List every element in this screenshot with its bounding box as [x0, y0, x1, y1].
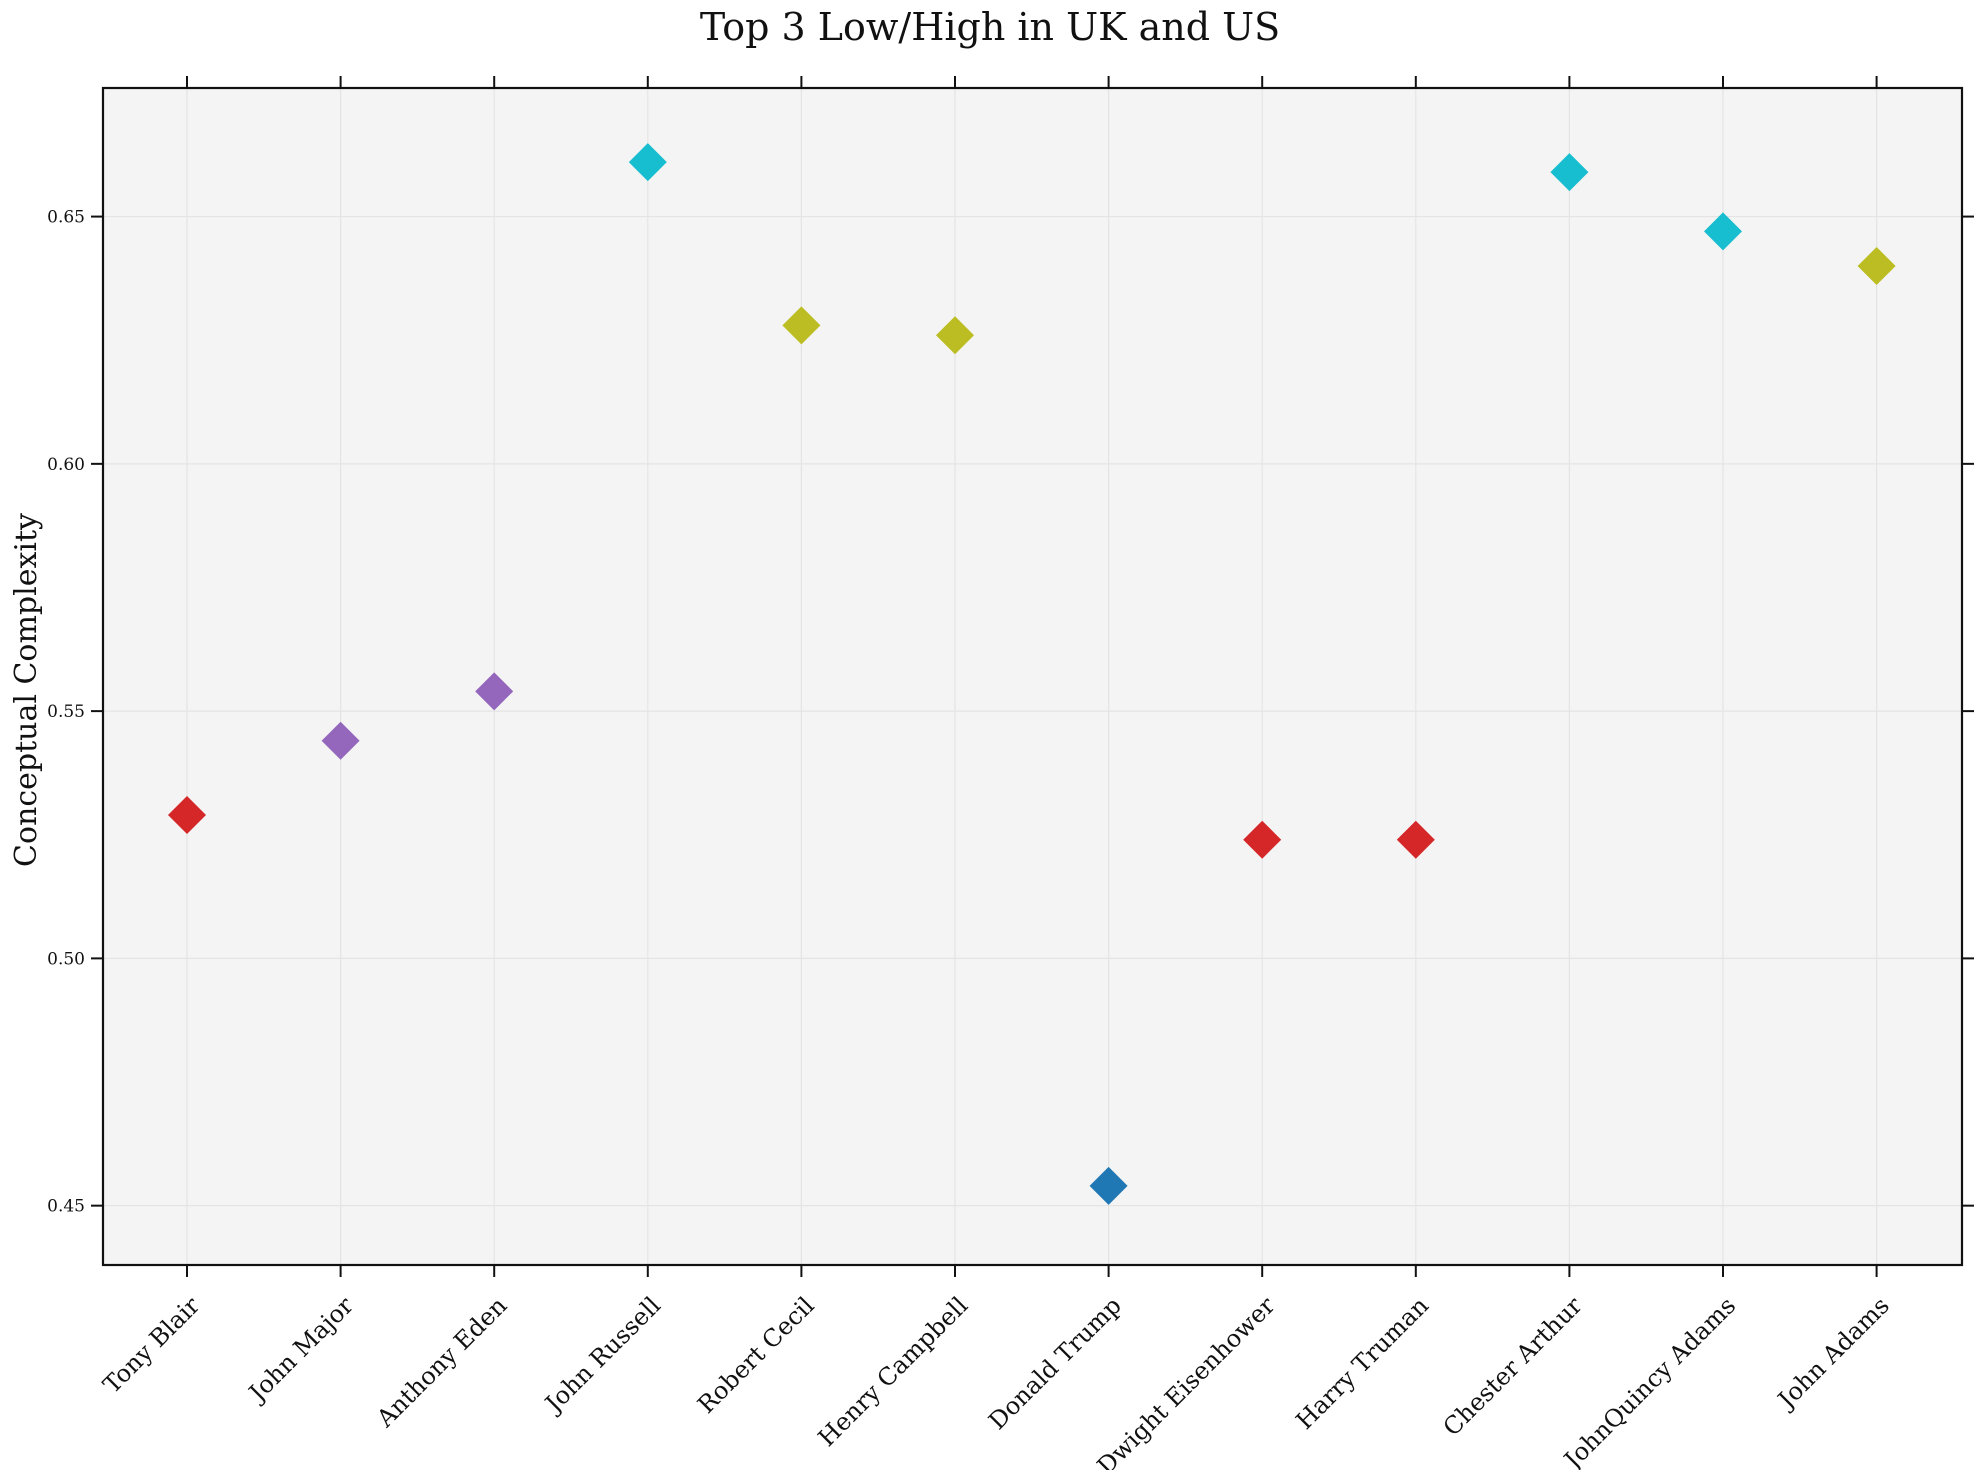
data-point — [1089, 1166, 1128, 1205]
data-point — [628, 143, 667, 182]
x-tick-label: John Major — [242, 1291, 360, 1409]
data-point — [321, 721, 360, 760]
data-point — [475, 672, 514, 711]
data-point — [782, 306, 821, 345]
x-tick-label: John Adams — [1771, 1291, 1895, 1415]
plot-area — [101, 86, 1964, 1267]
data-point — [936, 316, 974, 355]
data-point — [1243, 820, 1282, 859]
x-tick-label: Harry Truman — [1291, 1291, 1434, 1434]
x-tick-label: Tony Blair — [98, 1291, 206, 1399]
data-point — [1857, 247, 1896, 286]
x-tick-label: Anthony Eden — [371, 1291, 513, 1433]
plot-background — [103, 88, 1962, 1265]
y-tick-label: 0.65 — [47, 208, 85, 228]
data-point — [1704, 212, 1742, 251]
x-tick-label: Robert Cecil — [692, 1291, 819, 1418]
x-tick-label: JohnQuincy Adams — [1557, 1291, 1742, 1470]
x-tick-label: John Russell — [538, 1291, 666, 1419]
plot-frame — [101, 86, 1964, 1267]
x-tick-label: Henry Campbell — [813, 1291, 973, 1451]
data-point — [168, 795, 206, 834]
y-tick-label: 0.50 — [47, 949, 85, 969]
y-tick-label: 0.45 — [47, 1197, 85, 1217]
y-tick-label: 0.55 — [47, 702, 85, 722]
x-tick-label: Donald Trump — [983, 1291, 1127, 1435]
data-point — [1396, 820, 1435, 859]
chart-title: Top 3 Low/High in UK and US — [700, 5, 1280, 49]
y-tick-label: 0.60 — [47, 455, 85, 475]
y-axis-label: Conceptual Complexity — [9, 513, 44, 867]
data-point — [1550, 153, 1589, 192]
x-tick-label: Chester Arthur — [1438, 1291, 1588, 1441]
